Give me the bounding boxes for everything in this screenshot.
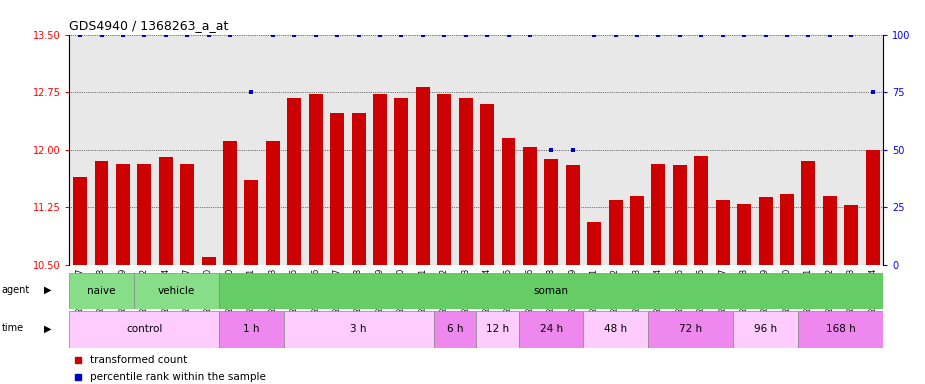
Bar	[672, 165, 687, 265]
Text: percentile rank within the sample: percentile rank within the sample	[90, 372, 265, 382]
Bar	[584, 311, 647, 348]
Bar	[587, 222, 601, 265]
Text: 3 h: 3 h	[351, 324, 367, 334]
Bar	[734, 311, 797, 348]
Bar	[523, 147, 536, 265]
Text: ▶: ▶	[44, 323, 52, 333]
Bar	[284, 311, 434, 348]
Text: agent: agent	[2, 285, 31, 295]
Bar	[394, 98, 408, 265]
Bar	[780, 194, 794, 265]
Bar	[138, 164, 152, 265]
Bar	[219, 311, 284, 348]
Bar	[566, 165, 580, 265]
Bar	[69, 273, 133, 309]
Bar	[219, 273, 883, 309]
Bar	[480, 104, 494, 265]
Bar	[459, 98, 473, 265]
Bar	[823, 196, 837, 265]
Text: 48 h: 48 h	[604, 324, 627, 334]
Bar	[609, 200, 623, 265]
Text: GDS4940 / 1368263_a_at: GDS4940 / 1368263_a_at	[69, 19, 228, 32]
Bar	[373, 94, 387, 265]
Bar	[716, 200, 730, 265]
Bar	[309, 94, 323, 265]
Bar	[801, 161, 815, 265]
Bar	[438, 94, 451, 265]
Bar	[797, 311, 883, 348]
Bar	[69, 311, 219, 348]
Bar	[845, 205, 858, 265]
Bar	[476, 311, 519, 348]
Text: 96 h: 96 h	[754, 324, 777, 334]
Bar	[519, 311, 584, 348]
Bar	[223, 141, 237, 265]
Text: control: control	[126, 324, 163, 334]
Text: ▶: ▶	[44, 285, 52, 295]
Bar	[352, 113, 365, 265]
Bar	[94, 161, 108, 265]
Bar	[737, 204, 751, 265]
Text: time: time	[2, 323, 24, 333]
Bar	[651, 164, 665, 265]
Text: transformed count: transformed count	[90, 355, 187, 365]
Bar	[116, 164, 130, 265]
Text: 24 h: 24 h	[540, 324, 563, 334]
Text: 6 h: 6 h	[447, 324, 463, 334]
Bar	[416, 87, 430, 265]
Bar	[501, 138, 515, 265]
Bar	[758, 197, 772, 265]
Text: 168 h: 168 h	[826, 324, 856, 334]
Bar	[288, 98, 302, 265]
Text: 1 h: 1 h	[243, 324, 260, 334]
Bar	[545, 159, 559, 265]
Bar	[265, 141, 280, 265]
Bar	[180, 164, 194, 265]
Bar	[630, 196, 644, 265]
Text: 12 h: 12 h	[487, 324, 510, 334]
Text: 72 h: 72 h	[679, 324, 702, 334]
Bar	[202, 257, 216, 265]
Bar	[159, 157, 173, 265]
Bar	[73, 177, 87, 265]
Bar	[330, 113, 344, 265]
Text: vehicle: vehicle	[158, 286, 195, 296]
Bar	[648, 311, 734, 348]
Bar	[434, 311, 476, 348]
Bar	[244, 180, 258, 265]
Text: naive: naive	[87, 286, 116, 296]
Bar	[866, 150, 880, 265]
Bar	[133, 273, 219, 309]
Text: soman: soman	[534, 286, 569, 296]
Bar	[695, 156, 709, 265]
